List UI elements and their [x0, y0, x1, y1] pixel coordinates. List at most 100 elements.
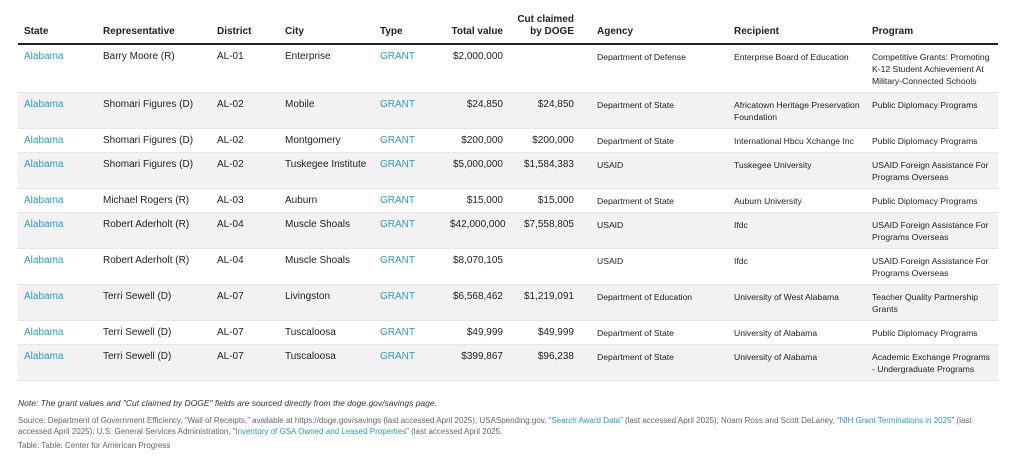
- source-text: Source: Department of Government Efficie…: [18, 416, 552, 425]
- table-cell: Robert Aderholt (R): [97, 212, 211, 249]
- column-header: Type: [374, 14, 444, 45]
- table-row: Alabama Barry Moore (R) AL-01 Enterprise GRA…: [18, 44, 998, 93]
- cell-link[interactable]: Alabama: [24, 219, 64, 230]
- cell-link[interactable]: Alabama: [24, 255, 64, 266]
- table-cell: Competitive Grants: Promoting K-12 Stude…: [866, 44, 998, 93]
- table-cell: Ifdc: [728, 248, 866, 285]
- table-cell: $200,000: [509, 128, 591, 153]
- cell-link[interactable]: Alabama: [24, 195, 64, 206]
- table-cell: $42,000,000: [444, 212, 509, 249]
- table-cell: Department of State: [591, 128, 728, 153]
- table-cell: University of Alabama: [728, 344, 866, 381]
- source-link[interactable]: NIH Grant Terminations in 2025: [839, 416, 952, 425]
- table-cell: AL-04: [211, 212, 279, 249]
- cell-link[interactable]: Alabama: [24, 135, 64, 146]
- table-cell: Tuskegee University: [728, 152, 866, 189]
- source-text: ” (last accessed April 2025); U.S. Gener…: [18, 416, 972, 436]
- table-cell: $8,070,105: [444, 248, 509, 285]
- table-cell: Department of State: [591, 188, 728, 213]
- table-cell: Department of Education: [591, 284, 728, 321]
- table-cell: $96,238: [509, 344, 591, 381]
- column-header: District: [211, 14, 279, 45]
- table-cell: [509, 248, 591, 285]
- table-cell: Academic Exchange Programs - Undergradua…: [866, 344, 998, 381]
- table-cell: AL-07: [211, 344, 279, 381]
- table-cell: Public Diplomacy Programs: [866, 320, 998, 345]
- table-cell: USAID Foreign Assistance For Programs Ov…: [866, 212, 998, 249]
- table-cell: Alabama: [18, 44, 97, 93]
- table-cell: AL-07: [211, 320, 279, 345]
- table-cell: USAID: [591, 152, 728, 189]
- column-header: Agency: [591, 14, 728, 45]
- cell-link[interactable]: Alabama: [24, 291, 64, 302]
- table-cell: Department of State: [591, 320, 728, 345]
- cell-link[interactable]: GRANT: [380, 255, 415, 266]
- table-cell: Shomari Figures (D): [97, 92, 211, 129]
- table-cell: Alabama: [18, 92, 97, 129]
- table-cell: Livingston: [279, 284, 374, 321]
- source-link[interactable]: Inventory of GSA Owned and Leased Proper…: [235, 427, 407, 436]
- table-cell: $399,867: [444, 344, 509, 381]
- cell-link[interactable]: GRANT: [380, 327, 415, 338]
- source-link[interactable]: Search Award Data: [551, 416, 621, 425]
- column-header: City: [279, 14, 374, 45]
- table-cell: Montgomery: [279, 128, 374, 153]
- cell-link[interactable]: GRANT: [380, 195, 415, 206]
- table-cell: GRANT: [374, 152, 444, 189]
- table-cell: USAID: [591, 212, 728, 249]
- table-cell: GRANT: [374, 92, 444, 129]
- cell-link[interactable]: Alabama: [24, 327, 64, 338]
- cell-link[interactable]: GRANT: [380, 51, 415, 62]
- cell-link[interactable]: GRANT: [380, 291, 415, 302]
- table-cell: $6,568,462: [444, 284, 509, 321]
- cell-link[interactable]: GRANT: [380, 135, 415, 146]
- cell-link[interactable]: Alabama: [24, 159, 64, 170]
- table-cell: Alabama: [18, 248, 97, 285]
- column-header: Representative: [97, 14, 211, 45]
- table-cell: Mobile: [279, 92, 374, 129]
- table-cell: $24,850: [509, 92, 591, 129]
- table-cell: Department of State: [591, 92, 728, 129]
- table-cell: USAID Foreign Assistance For Programs Ov…: [866, 248, 998, 285]
- table-cell: GRANT: [374, 44, 444, 93]
- table-cell: Robert Aderholt (R): [97, 248, 211, 285]
- table-cell: Alabama: [18, 320, 97, 345]
- table-cell: Barry Moore (R): [97, 44, 211, 93]
- table-cell: Shomari Figures (D): [97, 152, 211, 189]
- table-row: Alabama Terri Sewell (D) AL-07 Livingston GR…: [18, 284, 998, 321]
- table-cell: Public Diplomacy Programs: [866, 188, 998, 213]
- table-row: Alabama Robert Aderholt (R) AL-04 Muscle Sh…: [18, 212, 998, 249]
- table-cell: $2,000,000: [444, 44, 509, 93]
- table-cell: AL-02: [211, 152, 279, 189]
- table-row: Alabama Shomari Figures (D) AL-02 Tuskegee …: [18, 152, 998, 189]
- table-row: Alabama Terri Sewell (D) AL-07 Tuscaloosa GR…: [18, 320, 998, 345]
- column-header: Program: [866, 14, 998, 45]
- table-cell: Alabama: [18, 344, 97, 381]
- table-cell: Public Diplomacy Programs: [866, 128, 998, 153]
- table-cell: Muscle Shoals: [279, 212, 374, 249]
- table-cell: USAID: [591, 248, 728, 285]
- grants-table: State Representative District City Type Total…: [18, 14, 998, 381]
- table-cell: $49,999: [509, 320, 591, 345]
- table-cell: $15,000: [509, 188, 591, 213]
- table-cell: [509, 44, 591, 93]
- credit: Table: Table: Center for American Progre…: [18, 441, 171, 450]
- table-cell: Teacher Quality Partnership Grants: [866, 284, 998, 321]
- cell-link[interactable]: GRANT: [380, 99, 415, 110]
- cell-link[interactable]: GRANT: [380, 159, 415, 170]
- cell-link[interactable]: Alabama: [24, 51, 64, 62]
- table-row: Alabama Shomari Figures (D) AL-02 Montgomer…: [18, 128, 998, 153]
- table-cell: Africatown Heritage Preservation Foundat…: [728, 92, 866, 129]
- cell-link[interactable]: GRANT: [380, 351, 415, 362]
- cell-link[interactable]: Alabama: [24, 351, 64, 362]
- column-header: Recipient: [728, 14, 866, 45]
- column-header: Cut claimed by DOGE: [509, 14, 591, 45]
- cell-link[interactable]: GRANT: [380, 219, 415, 230]
- table-cell: Alabama: [18, 212, 97, 249]
- table-cell: Tuskegee Institute: [279, 152, 374, 189]
- cell-link[interactable]: Alabama: [24, 99, 64, 110]
- table-cell: GRANT: [374, 188, 444, 213]
- source-text: ” (last accessed April 2025.: [406, 427, 503, 436]
- table-cell: Alabama: [18, 152, 97, 189]
